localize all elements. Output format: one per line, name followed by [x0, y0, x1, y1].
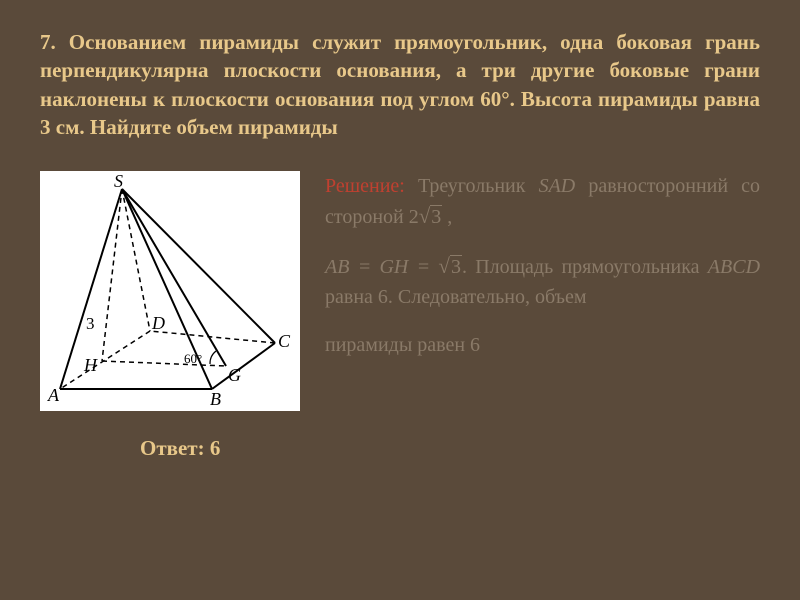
solution-block: Решение: Треугольник SAD равносторонний …: [325, 171, 760, 378]
svg-text:3: 3: [86, 314, 95, 333]
problem-statement: 7. Основанием пирамиды служит прямоуголь…: [40, 28, 760, 141]
diagram-svg: S A B C D H G 3 60°: [40, 171, 300, 411]
solution-label: Решение:: [325, 175, 405, 197]
svg-text:G: G: [228, 365, 241, 385]
sqrt-icon: 3: [419, 201, 443, 233]
answer: Ответ: 6: [140, 436, 760, 461]
svg-text:B: B: [210, 389, 221, 409]
content-row: S A B C D H G 3 60° Решение: Треугольник…: [40, 171, 760, 411]
problem-body: Основанием пирамиды служит прямоугольник…: [40, 30, 760, 139]
svg-text:S: S: [114, 171, 123, 191]
pyramid-diagram: S A B C D H G 3 60°: [40, 171, 300, 411]
svg-text:C: C: [278, 331, 291, 351]
solution-line-3: пирамиды равен 6: [325, 330, 760, 360]
answer-label: Ответ:: [140, 436, 205, 460]
solution-line-2: AB = GH = 3. Площадь прямоугольника ABCD…: [325, 251, 760, 313]
svg-text:H: H: [83, 355, 98, 375]
slide: 7. Основанием пирамиды служит прямоуголь…: [0, 0, 800, 600]
svg-text:60°: 60°: [184, 351, 202, 366]
svg-text:D: D: [151, 313, 165, 333]
sqrt-icon: 3: [438, 251, 462, 283]
answer-value: 6: [210, 436, 221, 460]
problem-number: 7.: [40, 30, 56, 54]
svg-text:A: A: [47, 385, 60, 405]
solution-line-1: Решение: Треугольник SAD равносторонний …: [325, 171, 760, 233]
